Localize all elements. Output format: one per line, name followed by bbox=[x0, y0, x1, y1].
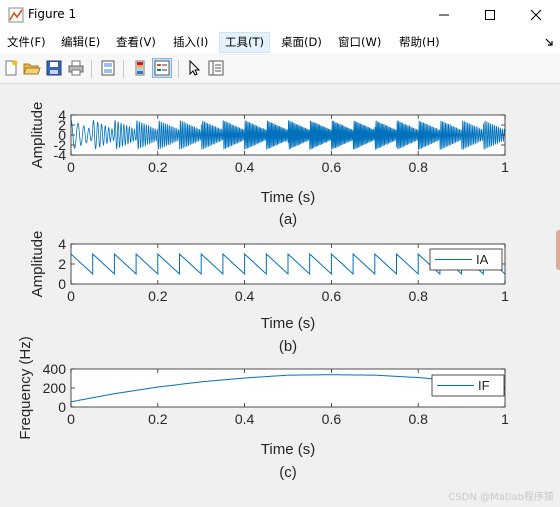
y-tick-label: 400 bbox=[43, 361, 67, 377]
maximize-icon bbox=[485, 10, 495, 20]
x-tick-label: 0.4 bbox=[235, 411, 255, 427]
minimize-button[interactable] bbox=[421, 0, 467, 30]
y-tick-label: -2 bbox=[54, 137, 67, 153]
menu-tools[interactable]: 工具(T) bbox=[219, 32, 270, 53]
maximize-button[interactable] bbox=[467, 0, 513, 30]
window-edge-highlight bbox=[556, 230, 560, 270]
x-axis-label: Time (s) bbox=[261, 441, 315, 458]
close-button[interactable] bbox=[513, 0, 559, 30]
pointer-icon[interactable] bbox=[185, 59, 203, 77]
y-tick-label: 0 bbox=[58, 399, 66, 415]
window-title: Figure 1 bbox=[28, 7, 77, 21]
property-inspector-icon[interactable] bbox=[207, 59, 225, 77]
legend-icon bbox=[154, 60, 170, 76]
toolbar-separator bbox=[178, 60, 179, 78]
menu-edit[interactable]: 编辑(E) bbox=[61, 35, 101, 49]
y-tick-label: 200 bbox=[43, 380, 67, 396]
menu-window[interactable]: 窗口(W) bbox=[338, 35, 382, 49]
colorbar-icon[interactable] bbox=[131, 59, 149, 77]
x-tick-label: 0.6 bbox=[322, 288, 342, 304]
menu-insert[interactable]: 插入(I) bbox=[173, 35, 209, 49]
y-axis-label: Amplitude bbox=[29, 102, 46, 169]
menu-help[interactable]: 帮助(H) bbox=[399, 35, 440, 49]
menu-file[interactable]: 文件(F) bbox=[7, 35, 46, 49]
x-tick-label: 1 bbox=[501, 159, 509, 175]
y-tick-label: 4 bbox=[58, 236, 66, 252]
subplot-caption: (a) bbox=[279, 211, 297, 228]
subplot-caption: (c) bbox=[279, 464, 297, 481]
x-tick-label: 0.8 bbox=[408, 159, 428, 175]
y-axis-label: Frequency (Hz) bbox=[17, 336, 34, 439]
menu-view[interactable]: 查看(V) bbox=[116, 35, 156, 49]
minimize-icon bbox=[439, 14, 449, 16]
title-bar: Figure 1 bbox=[0, 0, 560, 30]
x-tick-label: 0.6 bbox=[322, 159, 342, 175]
x-tick-label: 0 bbox=[67, 411, 75, 427]
x-tick-label: 0.2 bbox=[148, 288, 168, 304]
close-icon bbox=[530, 9, 542, 21]
matlab-figure-icon bbox=[8, 7, 24, 23]
x-tick-label: 0.6 bbox=[322, 411, 342, 427]
x-tick-label: 0.2 bbox=[148, 411, 168, 427]
y-axis-label: Amplitude bbox=[29, 231, 46, 298]
x-axis-label: Time (s) bbox=[261, 315, 315, 332]
dock-arrow-icon[interactable] bbox=[545, 38, 554, 47]
subplot-caption: (b) bbox=[279, 338, 297, 355]
legend-label: IF bbox=[478, 378, 490, 393]
menu-desktop[interactable]: 桌面(D) bbox=[281, 35, 322, 49]
legend-toggle[interactable] bbox=[152, 58, 172, 78]
y-tick-label: 2 bbox=[58, 256, 66, 272]
x-tick-label: 0 bbox=[67, 288, 75, 304]
save-icon[interactable] bbox=[45, 59, 63, 77]
toolbar-separator bbox=[91, 60, 92, 78]
series-line bbox=[71, 252, 505, 276]
y-tick-label: 0 bbox=[58, 276, 66, 292]
menu-bar: 文件(F) 编辑(E) 查看(V) 插入(I) 工具(T) 桌面(D) 窗口(W… bbox=[0, 30, 560, 54]
watermark-text: CSDN @Matlab程序猿 bbox=[448, 492, 554, 503]
open-file-icon[interactable] bbox=[23, 59, 41, 77]
print-icon[interactable] bbox=[67, 59, 85, 77]
x-tick-label: 1 bbox=[501, 411, 509, 427]
x-tick-label: 0.2 bbox=[148, 159, 168, 175]
y-tick-label: -4 bbox=[54, 147, 67, 163]
x-tick-label: 0.4 bbox=[235, 288, 255, 304]
legend-label: IA bbox=[476, 252, 489, 267]
y-tick-label: 4 bbox=[58, 107, 66, 123]
toolbar-separator bbox=[123, 60, 124, 78]
x-tick-label: 1 bbox=[501, 288, 509, 304]
new-figure-icon[interactable] bbox=[2, 59, 20, 77]
x-tick-label: 0 bbox=[67, 159, 75, 175]
y-tick-label: 2 bbox=[58, 117, 66, 133]
x-tick-label: 0.8 bbox=[408, 411, 428, 427]
x-tick-label: 0.8 bbox=[408, 288, 428, 304]
y-tick-label: 0 bbox=[58, 127, 66, 143]
print-preview-icon[interactable] bbox=[99, 59, 117, 77]
x-axis-label: Time (s) bbox=[261, 189, 315, 206]
series-line bbox=[71, 119, 505, 151]
toolbar bbox=[0, 55, 560, 84]
x-tick-label: 0.4 bbox=[235, 159, 255, 175]
